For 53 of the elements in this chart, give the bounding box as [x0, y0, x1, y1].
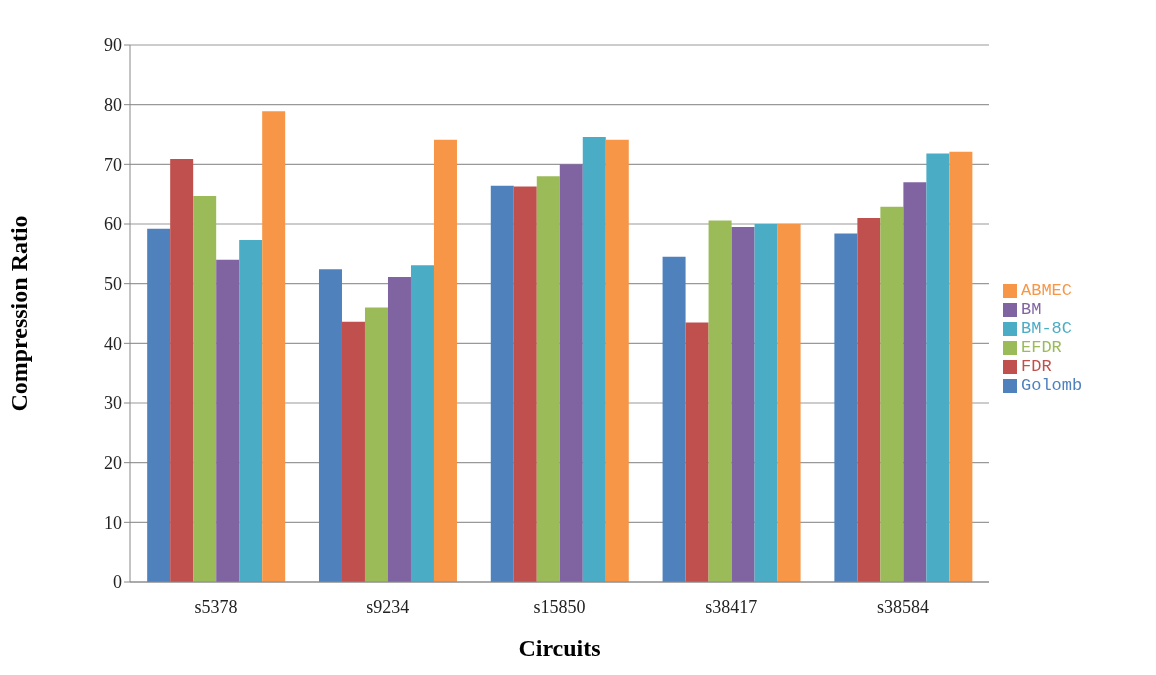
bar [926, 153, 950, 582]
bar [490, 185, 514, 582]
y-tick-label: 10 [104, 512, 122, 533]
y-tick-label: 0 [113, 572, 122, 593]
bar [433, 139, 457, 582]
bar [708, 220, 732, 582]
legend-label: ABMEC [1021, 281, 1073, 300]
x-tick-label: s38417 [705, 596, 758, 617]
bar [662, 256, 686, 582]
bar [387, 277, 411, 582]
y-tick-label: 90 [104, 35, 122, 56]
legend-label: Golomb [1021, 376, 1083, 395]
bar [582, 136, 606, 582]
bar [513, 186, 537, 582]
bar [364, 307, 388, 582]
y-tick-label: 70 [104, 154, 122, 175]
y-tick-label: 60 [104, 214, 122, 235]
bar [834, 233, 858, 582]
bar [903, 182, 927, 582]
legend-label: BM [1021, 300, 1042, 319]
bar [754, 224, 778, 582]
bar [410, 265, 434, 582]
bar [949, 151, 973, 582]
bar [559, 164, 583, 582]
x-axis-title: Circuits [518, 635, 601, 661]
bar [262, 111, 286, 582]
x-tick-label: s5378 [194, 596, 238, 617]
bar [536, 176, 560, 582]
y-tick-label: 50 [104, 274, 122, 295]
bar [239, 240, 263, 582]
bar [216, 259, 240, 582]
bar [880, 206, 904, 582]
legend-label: BM-8C [1021, 319, 1073, 338]
bar [170, 158, 194, 582]
x-tick-label: s15850 [533, 596, 586, 617]
bar [341, 321, 365, 582]
x-tick-label: s9234 [366, 596, 410, 617]
y-tick-label: 80 [104, 95, 122, 116]
legend-label: FDR [1021, 357, 1052, 376]
bar [857, 218, 881, 582]
y-tick-label: 40 [104, 333, 122, 354]
x-tick-label: s38584 [877, 596, 930, 617]
legend-label: EFDR [1021, 338, 1062, 357]
y-axis-title: Compression Ratio [5, 215, 32, 412]
bar [147, 228, 171, 582]
y-tick-label: 30 [104, 393, 122, 414]
bar [318, 269, 342, 582]
bar [605, 139, 629, 582]
bar [685, 322, 709, 582]
bar [777, 224, 801, 582]
bar [731, 226, 755, 582]
y-tick-label: 20 [104, 453, 122, 474]
bar [193, 195, 217, 582]
